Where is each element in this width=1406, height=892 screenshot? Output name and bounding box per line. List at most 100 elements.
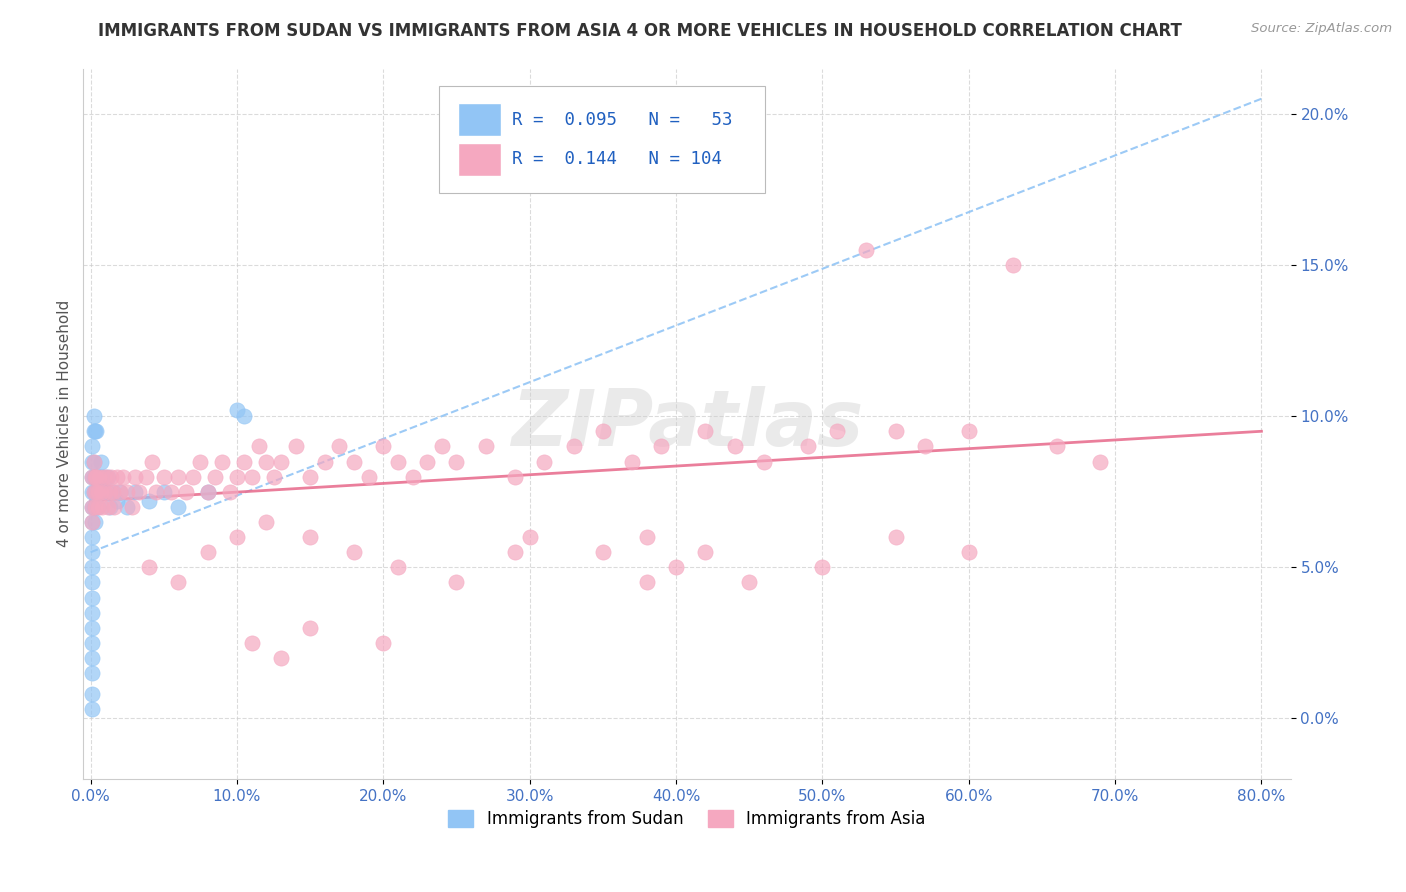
Point bbox=[1001, 258, 1024, 272]
Point bbox=[89, 469, 111, 483]
Point bbox=[94, 484, 117, 499]
Point bbox=[101, 484, 124, 499]
Point bbox=[80, 469, 103, 483]
Point bbox=[103, 500, 125, 514]
Point bbox=[86, 484, 108, 499]
Point bbox=[270, 454, 292, 468]
Point bbox=[373, 636, 395, 650]
Point bbox=[96, 484, 118, 499]
Point bbox=[254, 515, 277, 529]
Point bbox=[80, 636, 103, 650]
Point bbox=[105, 493, 128, 508]
Point bbox=[86, 469, 108, 483]
Point bbox=[636, 575, 658, 590]
Point bbox=[84, 469, 107, 483]
Point bbox=[299, 469, 322, 483]
Point bbox=[105, 469, 128, 483]
Point bbox=[328, 439, 350, 453]
Point bbox=[100, 469, 122, 483]
Point bbox=[592, 545, 614, 559]
Point bbox=[124, 469, 146, 483]
Point bbox=[474, 439, 496, 453]
Point bbox=[108, 484, 131, 499]
Point bbox=[533, 454, 555, 468]
Point bbox=[108, 484, 131, 499]
Point bbox=[87, 500, 110, 514]
Point bbox=[96, 469, 118, 483]
Point bbox=[299, 530, 322, 544]
Point bbox=[124, 484, 146, 499]
Point bbox=[138, 560, 160, 574]
Point bbox=[80, 560, 103, 574]
Point bbox=[83, 500, 105, 514]
Point bbox=[738, 575, 761, 590]
Point bbox=[91, 500, 114, 514]
Point bbox=[519, 530, 541, 544]
Point bbox=[211, 454, 233, 468]
Text: R =  0.095   N =   53: R = 0.095 N = 53 bbox=[512, 111, 733, 128]
Point bbox=[811, 560, 834, 574]
Point bbox=[84, 424, 107, 438]
Point bbox=[80, 702, 103, 716]
Point bbox=[97, 500, 120, 514]
Point bbox=[115, 500, 138, 514]
Point bbox=[752, 454, 775, 468]
Point bbox=[299, 621, 322, 635]
Point bbox=[97, 469, 120, 483]
Point bbox=[884, 530, 907, 544]
Point bbox=[197, 545, 219, 559]
Point bbox=[87, 484, 110, 499]
Legend: Immigrants from Sudan, Immigrants from Asia: Immigrants from Sudan, Immigrants from A… bbox=[441, 803, 932, 835]
Text: ZIPatlas: ZIPatlas bbox=[510, 385, 863, 462]
Point bbox=[387, 560, 409, 574]
Point bbox=[90, 484, 112, 499]
Point bbox=[145, 484, 167, 499]
Y-axis label: 4 or more Vehicles in Household: 4 or more Vehicles in Household bbox=[58, 300, 72, 548]
Point bbox=[226, 403, 249, 417]
Point bbox=[167, 575, 190, 590]
Point bbox=[80, 575, 103, 590]
Point bbox=[141, 454, 163, 468]
Point bbox=[218, 484, 240, 499]
Point bbox=[101, 484, 124, 499]
Point bbox=[503, 545, 526, 559]
Point bbox=[83, 424, 105, 438]
Point bbox=[723, 439, 745, 453]
Point bbox=[233, 409, 256, 424]
Point bbox=[247, 439, 270, 453]
Point bbox=[503, 469, 526, 483]
Point bbox=[80, 454, 103, 468]
Point bbox=[284, 439, 307, 453]
Point bbox=[240, 469, 263, 483]
Point bbox=[357, 469, 380, 483]
Point bbox=[430, 439, 453, 453]
Point bbox=[90, 454, 112, 468]
Point bbox=[695, 424, 717, 438]
Point bbox=[93, 469, 115, 483]
Point bbox=[80, 515, 103, 529]
Point bbox=[80, 439, 103, 453]
Point bbox=[957, 545, 980, 559]
Point bbox=[89, 484, 111, 499]
Point bbox=[94, 469, 117, 483]
Point bbox=[91, 469, 114, 483]
Point bbox=[87, 484, 110, 499]
Point bbox=[1045, 439, 1067, 453]
Point bbox=[80, 666, 103, 681]
Point bbox=[233, 454, 256, 468]
Point bbox=[84, 500, 107, 514]
Point bbox=[89, 469, 111, 483]
Point bbox=[174, 484, 197, 499]
Point bbox=[135, 469, 157, 483]
Point bbox=[84, 469, 107, 483]
Text: R =  0.144   N = 104: R = 0.144 N = 104 bbox=[512, 151, 721, 169]
Point bbox=[80, 530, 103, 544]
Point bbox=[562, 439, 585, 453]
Point bbox=[80, 500, 103, 514]
Point bbox=[80, 515, 103, 529]
Point bbox=[167, 469, 190, 483]
Point bbox=[416, 454, 439, 468]
Text: Source: ZipAtlas.com: Source: ZipAtlas.com bbox=[1251, 22, 1392, 36]
Point bbox=[98, 484, 121, 499]
Point bbox=[914, 439, 936, 453]
